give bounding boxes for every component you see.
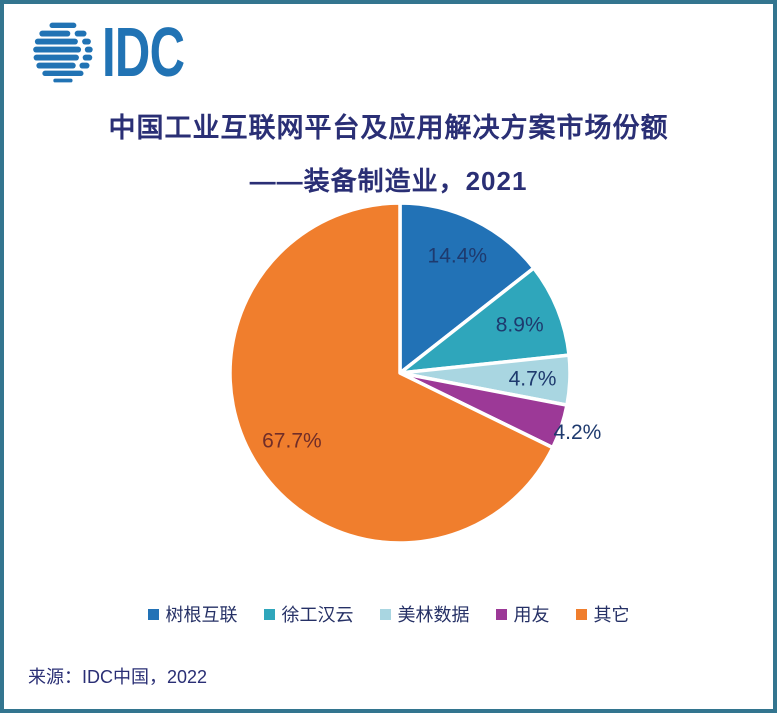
legend: 树根互联 徐工汉云 美林数据 用友 其它 <box>0 601 777 627</box>
legend-item-3: 用友 <box>495 601 550 627</box>
legend-item-0: 树根互联 <box>147 601 238 627</box>
legend-label: 用友 <box>513 605 550 625</box>
legend-swatch-icon <box>495 608 507 620</box>
pie-label-4: 67.7% <box>262 430 322 453</box>
legend-label: 其它 <box>593 605 630 625</box>
idc-logo-text: IDC <box>102 13 185 91</box>
pie-slice-1 <box>398 266 571 375</box>
legend-label: 树根互联 <box>165 605 238 625</box>
pie-chart: 14.4% 8.9% 4.7% 4.2% 67.7% <box>228 201 601 545</box>
pie-label-3: 4.2% <box>553 421 601 444</box>
legend-swatch-icon <box>147 608 159 620</box>
legend-swatch-icon <box>575 608 587 620</box>
legend-swatch-icon <box>263 608 275 620</box>
legend-label: 美林数据 <box>397 605 470 625</box>
source-text: 来源：IDC中国，2022 <box>28 667 208 687</box>
pie-label-1: 8.9% <box>496 314 544 337</box>
chart-title: 中国工业互联网平台及应用解决方案市场份额 ——装备制造业，2021 <box>0 106 777 198</box>
idc-logo: IDC <box>32 13 220 91</box>
legend-item-4: 其它 <box>575 601 630 627</box>
idc-globe-icon <box>33 22 93 83</box>
legend-swatch-icon <box>379 608 391 620</box>
pie-label-0: 14.4% <box>428 244 488 267</box>
pie-label-2: 4.7% <box>509 368 557 391</box>
chart-title-line2: ——装备制造业，2021 <box>249 166 528 196</box>
pie-slice-0 <box>398 201 536 375</box>
chart-title-line1: 中国工业互联网平台及应用解决方案市场份额 <box>108 113 669 143</box>
legend-label: 徐工汉云 <box>281 605 354 625</box>
legend-item-2: 美林数据 <box>379 601 470 627</box>
pie-slice-4 <box>228 201 555 545</box>
legend-item-1: 徐工汉云 <box>263 601 354 627</box>
